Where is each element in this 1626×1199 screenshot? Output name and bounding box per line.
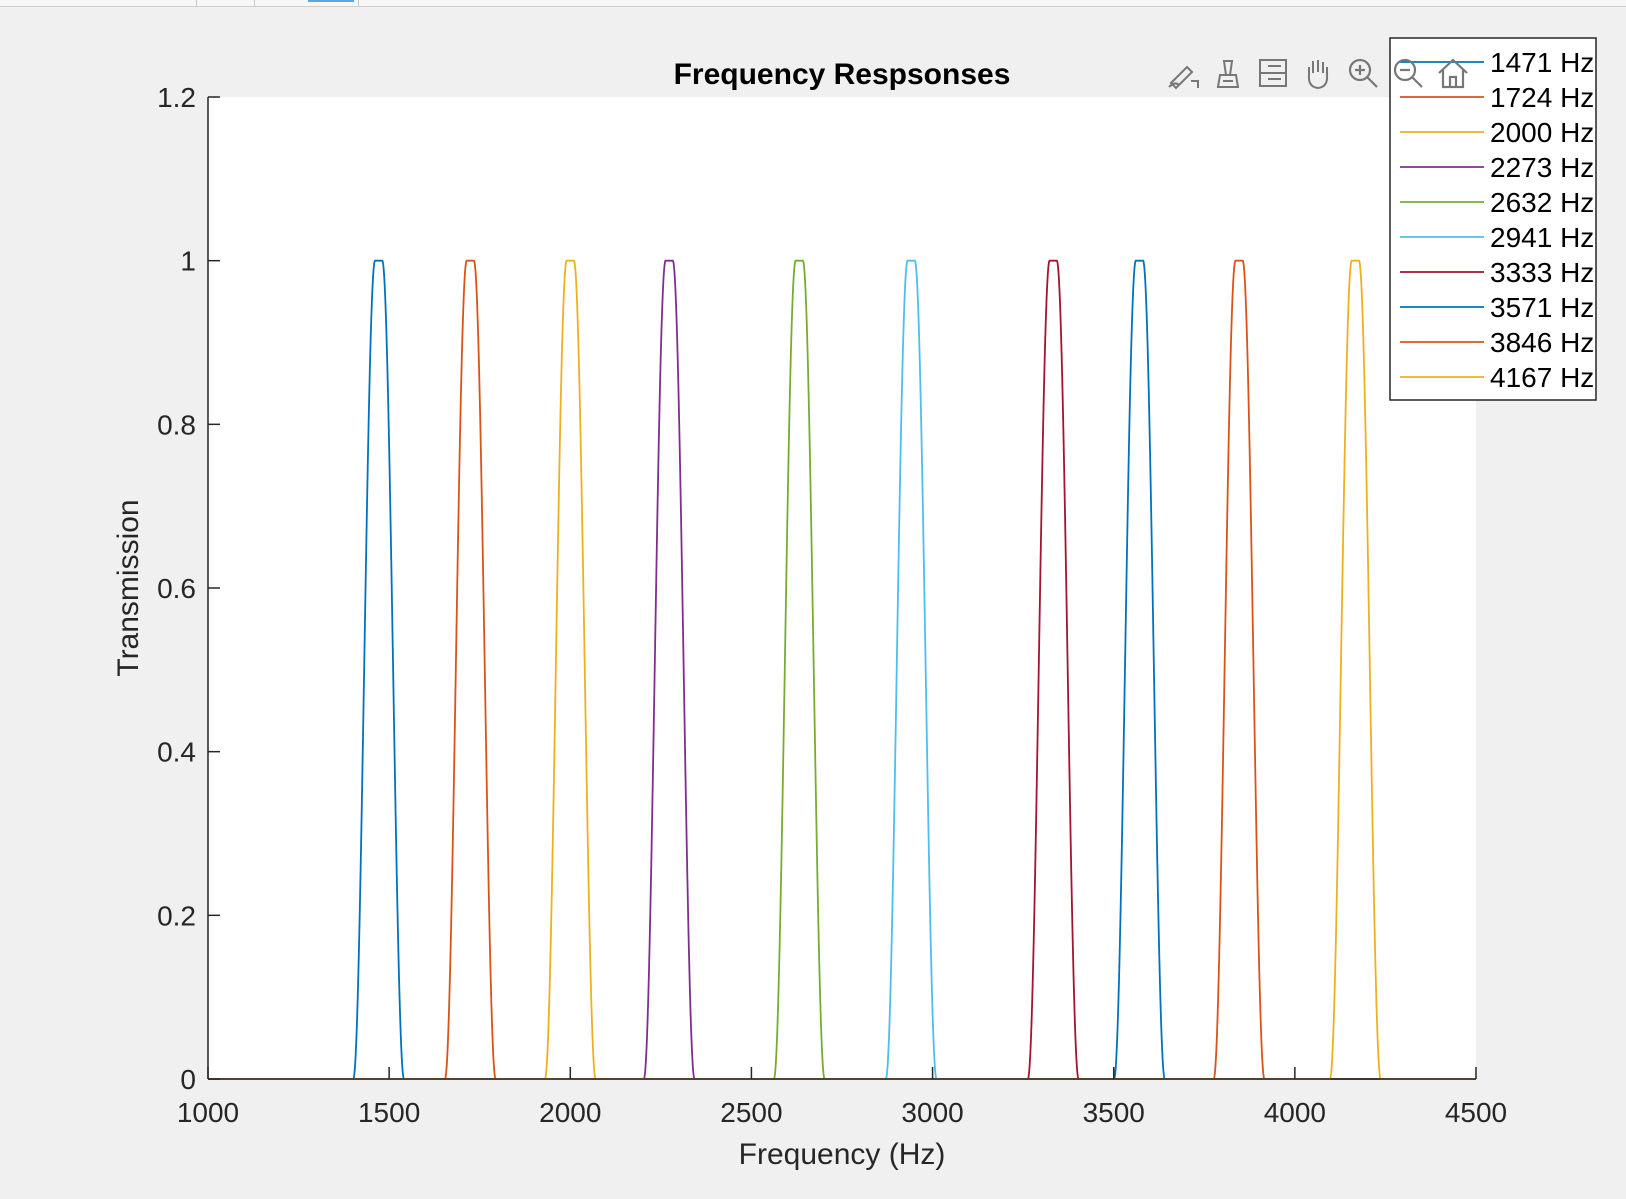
legend-item-label: 1471 Hz xyxy=(1490,47,1594,78)
y-tick-label: 0.6 xyxy=(157,573,196,604)
data-tips-icon xyxy=(1216,60,1239,88)
window-top-strip xyxy=(0,0,1626,7)
legend-item-label: 3333 Hz xyxy=(1490,257,1594,288)
x-tick-label: 4000 xyxy=(1264,1097,1326,1128)
axes: 1000 1500 2000 2500 3000 3500 4000 4500 0 0.2 0.4 0… xyxy=(157,82,1507,1128)
tab-separator xyxy=(196,0,197,6)
y-tick-label: 1 xyxy=(180,246,196,277)
x-tick-label: 3500 xyxy=(1083,1097,1145,1128)
home-restore-icon xyxy=(1437,58,1468,89)
tab-separator xyxy=(358,0,359,6)
selected-tab-indicator[interactable] xyxy=(308,0,354,2)
legend-item-label: 2273 Hz xyxy=(1490,152,1594,183)
y-tick-label: 0.2 xyxy=(157,900,196,931)
y-axis-label: Transmission xyxy=(112,499,145,676)
x-tick-label: 2000 xyxy=(539,1097,601,1128)
legend-item-label: 4167 Hz xyxy=(1490,362,1594,393)
zoom-in-button[interactable] xyxy=(1342,53,1383,93)
x-tick-label: 1000 xyxy=(177,1097,239,1128)
legend-toggle-icon xyxy=(1258,59,1287,87)
legend-item-label: 2000 Hz xyxy=(1490,117,1594,148)
legend-item-label: 3571 Hz xyxy=(1490,292,1594,323)
axes-toolbar xyxy=(1162,52,1473,94)
zoom-out-button[interactable] xyxy=(1387,53,1428,93)
y-tick-label: 1.2 xyxy=(157,82,196,113)
x-tick-label: 2500 xyxy=(720,1097,782,1128)
legend-box xyxy=(1389,37,1597,401)
y-tick-label: 0.4 xyxy=(157,737,196,768)
tab-separator xyxy=(254,0,255,6)
legend-toggle-button[interactable] xyxy=(1252,53,1293,93)
legend-item-label: 2941 Hz xyxy=(1490,222,1594,253)
y-tick-label: 0.8 xyxy=(157,409,196,440)
data-tips-button[interactable] xyxy=(1207,53,1248,93)
zoom-out-icon xyxy=(1393,58,1423,88)
pan-button[interactable] xyxy=(1297,53,1338,93)
y-tick-label: 0 xyxy=(180,1064,196,1095)
brush-edit-icon xyxy=(1167,65,1199,90)
legend-item-label: 1724 Hz xyxy=(1490,82,1594,113)
plot-area[interactable] xyxy=(208,97,1476,1079)
legend-item-label: 2632 Hz xyxy=(1490,187,1594,218)
brush-button[interactable] xyxy=(1162,53,1203,93)
x-tick-label: 1500 xyxy=(358,1097,420,1128)
home-restore-button[interactable] xyxy=(1432,53,1473,93)
x-axis-label: Frequency (Hz) xyxy=(739,1138,946,1171)
x-tick-label: 3000 xyxy=(901,1097,963,1128)
legend-item-label: 3846 Hz xyxy=(1490,327,1594,358)
x-tick-label: 4500 xyxy=(1445,1097,1507,1128)
pan-hand-icon xyxy=(1307,60,1328,90)
zoom-in-icon xyxy=(1348,58,1378,88)
chart-title: Frequency Respsonses xyxy=(674,58,1011,91)
legend[interactable]: 1471 Hz 1724 Hz 2000 Hz 2273 Hz 2632 Hz 2941 … xyxy=(1389,37,1597,401)
